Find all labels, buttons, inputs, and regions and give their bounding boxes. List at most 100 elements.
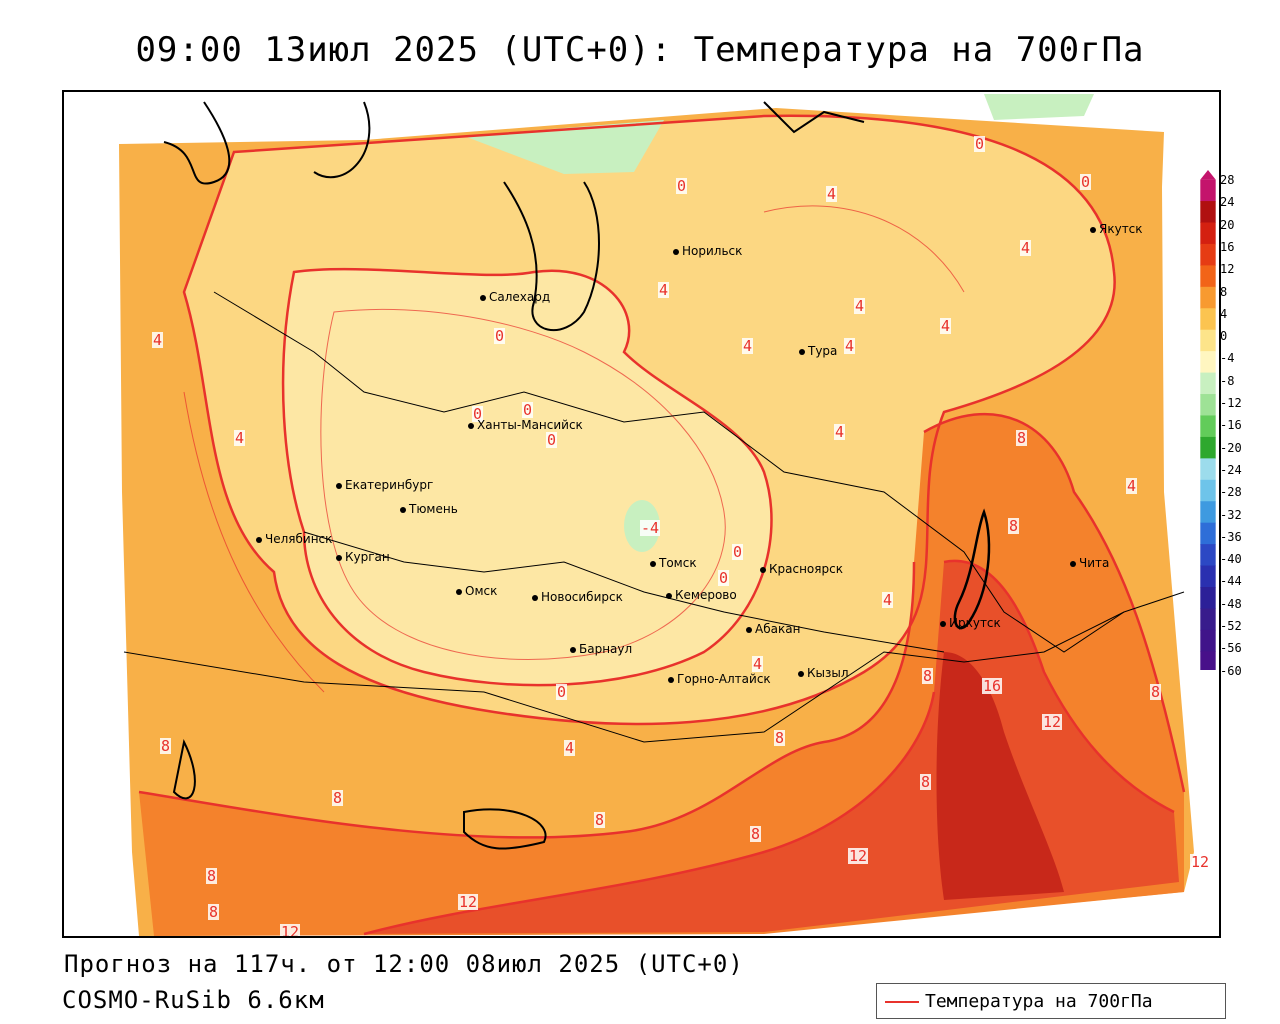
contour-label: 4 <box>834 423 846 441</box>
colorbar-tick-label: -40 <box>1220 552 1242 567</box>
contour-label: 12 <box>1190 853 1211 871</box>
zone-16 <box>936 652 1064 900</box>
colorbar-segment <box>1200 501 1216 524</box>
city-dot-icon <box>940 620 946 627</box>
colorbar-tick-label: -56 <box>1220 641 1242 656</box>
city-marker: Кызыл <box>798 666 849 680</box>
contour-label: 4 <box>658 281 670 299</box>
colorbar-tick-label: -44 <box>1220 574 1242 589</box>
contour-label: 8 <box>206 867 218 885</box>
city-dot-icon <box>673 248 679 255</box>
colorbar-tick-label: -48 <box>1220 596 1242 611</box>
colorbar-segment <box>1200 458 1216 481</box>
city-marker: Иркутск <box>940 616 1001 630</box>
colorbar-tick-label: 12 <box>1220 262 1235 277</box>
contour-label: 4 <box>854 297 866 315</box>
city-marker: Челябинск <box>256 532 332 546</box>
colorbar-tick-label: 28 <box>1220 173 1235 187</box>
colorbar-segment <box>1200 243 1216 266</box>
contour-label: 0 <box>546 431 558 449</box>
colorbar-segment <box>1200 522 1216 545</box>
legend-line-swatch <box>885 1001 919 1003</box>
colorbar-tick-label: -8 <box>1220 373 1235 388</box>
contour-label: 0 <box>522 401 534 419</box>
colorbar-tick-label: -52 <box>1220 619 1242 633</box>
contour-label: 8 <box>920 773 932 791</box>
city-marker: Горно-Алтайск <box>668 672 771 686</box>
colorbar-segment <box>1200 608 1216 631</box>
city-dot-icon <box>650 560 656 567</box>
city-marker: Якутск <box>1090 222 1143 236</box>
colorbar-segment <box>1200 629 1216 652</box>
contour-label: 0 <box>472 405 484 423</box>
contour-label: 16 <box>982 677 1003 695</box>
zone-ne-cold <box>984 94 1094 120</box>
colorbar-segment <box>1200 286 1216 309</box>
colorbar-top-arrow <box>1200 170 1216 180</box>
legend-label: Температура на 700гПа <box>925 991 1153 1012</box>
colorbar-segment <box>1200 372 1216 395</box>
colorbar-tick-label: -36 <box>1220 529 1242 544</box>
colorbar-segment <box>1200 544 1216 567</box>
colorbar-tick-label: 24 <box>1220 195 1235 210</box>
contour-label: 4 <box>844 337 856 355</box>
city-dot-icon <box>570 646 576 653</box>
contour-label: 12 <box>458 893 479 911</box>
city-dot-icon <box>746 626 752 633</box>
city-marker: Абакан <box>746 622 800 636</box>
colorbar-segment <box>1200 436 1216 459</box>
contour-label: 0 <box>676 177 688 195</box>
contour-label: 8 <box>922 667 934 685</box>
contour-label: 0 <box>974 135 986 153</box>
colorbar-tick-label: 16 <box>1220 239 1235 254</box>
city-dot-icon <box>760 566 766 573</box>
contour-label: 4 <box>752 655 764 673</box>
contour-label: 8 <box>594 811 606 829</box>
colorbar-tick-label: -24 <box>1220 462 1242 477</box>
city-marker: Тюмень <box>400 502 458 516</box>
contour-label: 0 <box>556 683 568 701</box>
city-marker: Чита <box>1070 556 1109 570</box>
coastlines-borders <box>123 101 1185 850</box>
colorbar-segment <box>1200 329 1216 352</box>
city-marker: Новосибирск <box>532 590 623 604</box>
city-dot-icon <box>799 348 805 355</box>
city-dot-icon <box>480 294 486 301</box>
contour-label: 0 <box>732 543 744 561</box>
colorbar-segment <box>1200 351 1216 374</box>
colorbar-segment <box>1200 565 1216 588</box>
colorbar-segment <box>1200 587 1216 609</box>
city-dot-icon <box>1090 226 1096 233</box>
colorbar-tick-label: -16 <box>1220 418 1242 433</box>
city-marker: Барнаул <box>570 642 632 656</box>
contour-label: 8 <box>1016 429 1028 447</box>
colorbar-segment <box>1200 479 1216 502</box>
contour-label: 8 <box>208 903 220 921</box>
contour-label: 0 <box>494 327 506 345</box>
contour-label: 12 <box>280 923 301 938</box>
temperature-field <box>119 94 1194 936</box>
contour-label: 8 <box>750 825 762 843</box>
city-dot-icon <box>336 554 342 561</box>
zone-0 <box>283 269 772 686</box>
colorbar-tick-label: -20 <box>1220 440 1242 455</box>
city-marker: Салехард <box>480 290 550 304</box>
city-dot-icon <box>1070 560 1076 567</box>
colorbar-tick-label: -4 <box>1220 351 1235 366</box>
contour-label: 8 <box>332 789 344 807</box>
colorbar-tick-label: -12 <box>1220 396 1242 410</box>
city-marker: Кемерово <box>666 588 737 602</box>
colorbar-segment <box>1200 222 1216 245</box>
contour-label: 12 <box>1042 713 1063 731</box>
city-marker: Томск <box>650 556 697 570</box>
colorbar-segment <box>1200 415 1216 438</box>
contour-label: 4 <box>152 331 164 349</box>
city-marker: Ханты-Мансийск <box>468 418 583 432</box>
colorbar-segment <box>1200 308 1216 331</box>
colorbar-segment <box>1200 265 1216 288</box>
isotherm-minor <box>183 205 965 693</box>
colorbar-segment <box>1200 201 1216 223</box>
model-name: COSMO-RuSib 6.6км <box>62 986 325 1014</box>
forecast-info: Прогноз на 117ч. от 12:00 08июл 2025 (UT… <box>64 950 744 978</box>
legend-box: Температура на 700гПа <box>876 983 1226 1019</box>
